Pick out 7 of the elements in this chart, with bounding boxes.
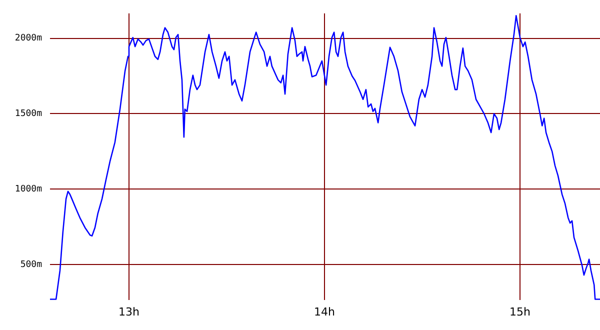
y-tick-label: 1500m bbox=[14, 109, 42, 120]
x-tick-label: 13h bbox=[118, 305, 140, 318]
y-tick-label: 1000m bbox=[14, 184, 42, 194]
y-tick-label: 2000m bbox=[14, 34, 42, 44]
x-tick-label: 15h bbox=[510, 305, 531, 318]
y-tick-label: 500m bbox=[20, 260, 42, 270]
x-tick-label: 14h bbox=[314, 305, 336, 318]
